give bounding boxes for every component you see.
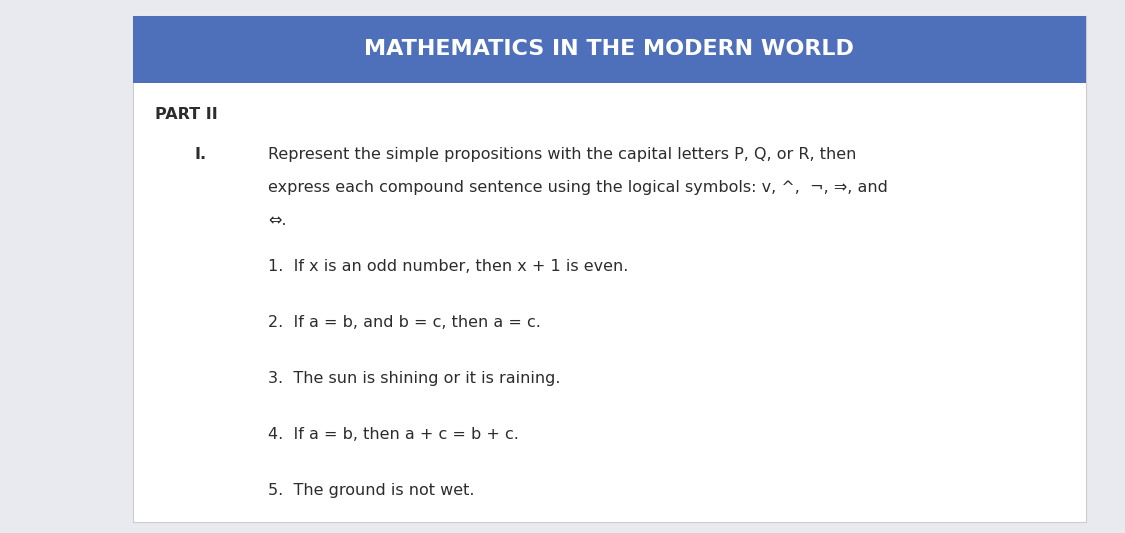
Text: ⇔.: ⇔. <box>268 213 286 228</box>
Text: Represent the simple propositions with the capital letters P, Q, or R, then: Represent the simple propositions with t… <box>268 147 856 161</box>
Text: 5.  The ground is not wet.: 5. The ground is not wet. <box>268 483 475 498</box>
Text: PART II: PART II <box>155 107 218 122</box>
Bar <box>133 16 1086 83</box>
Text: 3.  The sun is shining or it is raining.: 3. The sun is shining or it is raining. <box>268 371 560 386</box>
Bar <box>133 16 1086 522</box>
Text: I.: I. <box>195 147 207 161</box>
Text: MATHEMATICS IN THE MODERN WORLD: MATHEMATICS IN THE MODERN WORLD <box>364 39 854 59</box>
Text: express each compound sentence using the logical symbols: v, ^,  ¬, ⇒, and: express each compound sentence using the… <box>268 180 888 195</box>
Text: 4.  If a = b, then a + c = b + c.: 4. If a = b, then a + c = b + c. <box>268 427 519 442</box>
Text: 2.  If a = b, and b = c, then a = c.: 2. If a = b, and b = c, then a = c. <box>268 315 541 330</box>
Text: 1.  If x is an odd number, then x + 1 is even.: 1. If x is an odd number, then x + 1 is … <box>268 259 628 274</box>
